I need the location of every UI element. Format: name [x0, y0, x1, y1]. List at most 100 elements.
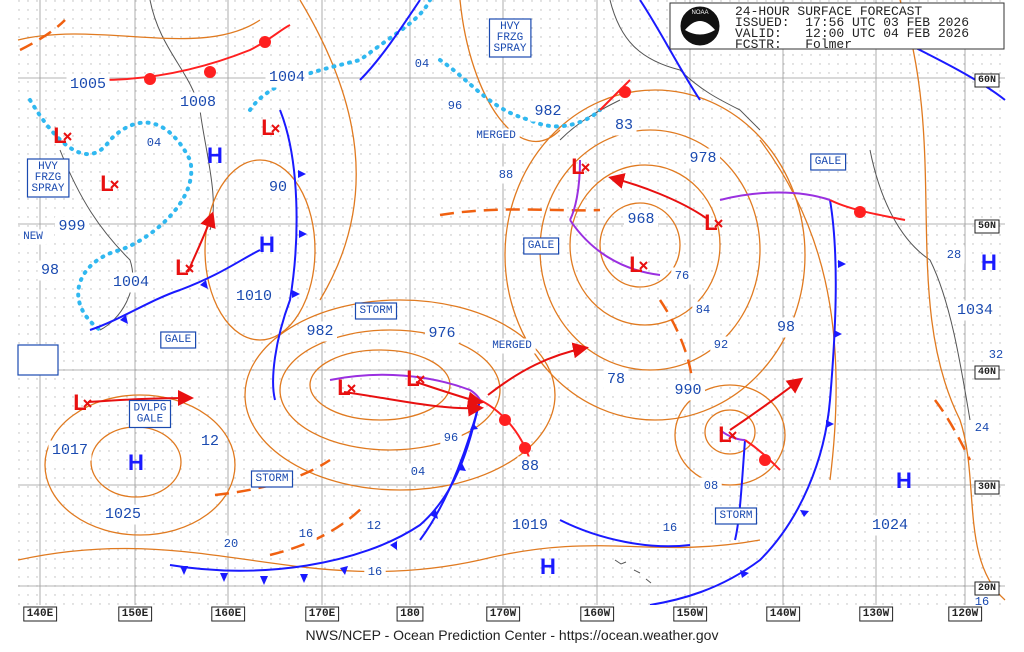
isobar-label: 28 — [947, 248, 961, 262]
latitude-label: 50N — [978, 221, 996, 232]
isobar-label: 88 — [499, 168, 513, 182]
latitude-label: 60N — [978, 75, 996, 86]
low-center: L — [718, 422, 731, 447]
coastlines — [59, 0, 971, 584]
high-center: H — [896, 468, 912, 493]
label-box — [670, 380, 706, 401]
warning-label: STORM — [354, 302, 398, 320]
label-box — [603, 369, 629, 390]
label-box — [19, 229, 47, 245]
label-box — [659, 519, 681, 537]
warning-box — [354, 302, 398, 320]
warning-label: GALE — [523, 237, 560, 255]
label-box — [66, 74, 110, 95]
latitude-label: 30N — [978, 482, 996, 493]
storm-tracks — [87, 173, 804, 431]
high-center: H — [540, 554, 556, 579]
pressure-label: 90 — [269, 179, 287, 196]
isobar-label: 12 — [367, 519, 381, 533]
label-box — [495, 166, 517, 184]
pressure-label: 978 — [689, 150, 716, 167]
pressure-label: 968 — [627, 211, 654, 228]
label-box — [943, 246, 965, 264]
warning-text: DVLPG — [133, 403, 166, 415]
low-center: L — [100, 171, 113, 196]
header-title: 24-HOUR SURFACE FORECAST — [735, 4, 922, 19]
latitude-label: 20N — [978, 583, 996, 594]
pressure-label: 1034 — [957, 302, 993, 319]
label-box — [773, 317, 799, 338]
pressure-label: 990 — [674, 382, 701, 399]
note-label: NEW — [23, 231, 43, 243]
longitude-label: 140W — [770, 608, 797, 620]
warning-text: HVY — [500, 21, 520, 33]
map-labels: 1005 1008 1004 90 999 98 1004 1010 982 976 982 83 97… — [19, 18, 1007, 611]
note-label: MERGED — [492, 340, 532, 352]
warning-text: SPRAY — [493, 43, 526, 55]
isobar-label: 76 — [675, 269, 689, 283]
label-box — [953, 300, 997, 321]
isobar-label: 16 — [368, 565, 382, 579]
warning-box — [810, 153, 847, 171]
isobar-label: 24 — [975, 421, 989, 435]
label-box — [710, 336, 732, 354]
header-frame — [669, 2, 1005, 50]
pressure-label: 982 — [534, 103, 561, 120]
label-box — [508, 515, 552, 536]
low-center: L — [704, 210, 717, 235]
label-box — [517, 456, 543, 477]
pressure-label: 1017 — [52, 442, 88, 459]
label-box — [118, 606, 153, 622]
label-box — [295, 525, 317, 543]
warning-text: FRZG — [497, 32, 523, 44]
isobar-label: 20 — [224, 537, 238, 551]
label-box — [623, 209, 659, 230]
note-label: MERGED — [476, 130, 516, 142]
label-box — [971, 419, 993, 437]
low-marker — [185, 264, 194, 273]
label-box — [974, 581, 1000, 596]
header-line: VALID: 12:00 UTC 04 FEB 2026 — [735, 26, 969, 41]
pressure-label: 1019 — [512, 517, 548, 534]
longitude-label: 160E — [215, 608, 242, 620]
low-marker — [728, 431, 737, 440]
header-line: ISSUED: 17:56 UTC 03 FEB 2026 — [735, 15, 969, 30]
low-marker — [639, 261, 648, 270]
label-box — [671, 267, 693, 285]
label-box — [396, 606, 424, 622]
label-box — [868, 515, 912, 536]
label-box — [974, 480, 1000, 495]
isobars — [17, 0, 1006, 601]
label-box — [48, 440, 92, 461]
label-box — [611, 115, 637, 136]
isobar-label: 96 — [444, 431, 458, 445]
label-box — [766, 606, 801, 622]
label-box — [530, 101, 566, 122]
label-box — [197, 431, 223, 452]
noaa-logo-bird — [685, 21, 715, 35]
pressure-label: 1004 — [113, 274, 149, 291]
low-marker — [581, 163, 590, 172]
label-box — [580, 606, 615, 622]
pressure-label: 1010 — [236, 288, 272, 305]
label-box — [974, 219, 1000, 234]
label-box — [948, 606, 983, 622]
pressure-label: 999 — [58, 218, 85, 235]
warning-text: SPRAY — [31, 183, 64, 195]
warning-text: FRZG — [35, 172, 61, 184]
isobar-label: 08 — [704, 479, 718, 493]
pressure-label: 78 — [607, 371, 625, 388]
label-box — [985, 346, 1007, 364]
high-center: H — [128, 450, 144, 475]
label-box — [302, 321, 338, 342]
longitude-label: 160W — [584, 608, 611, 620]
high-center: H — [259, 232, 275, 257]
warning-text: GALE — [165, 334, 192, 346]
label-box — [265, 177, 291, 198]
label-box — [444, 97, 466, 115]
isobar-label: 32 — [989, 348, 1003, 362]
warm-front-bumps — [144, 36, 866, 466]
